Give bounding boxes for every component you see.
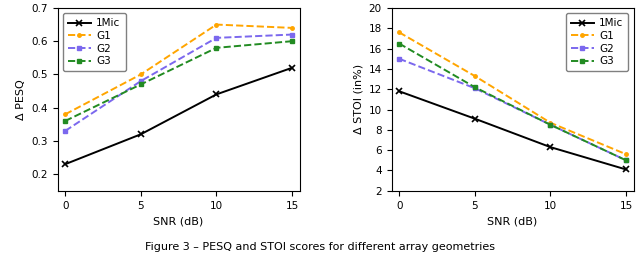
Legend: 1Mic, G1, G2, G3: 1Mic, G1, G2, G3 <box>566 13 628 71</box>
G1 <box>212 23 220 26</box>
1Mic <box>137 133 145 136</box>
Line: G3: G3 <box>397 41 628 163</box>
Line: G3: G3 <box>63 39 294 123</box>
G3 <box>137 83 145 86</box>
Line: G2: G2 <box>63 32 294 133</box>
Y-axis label: Δ STOI (in%): Δ STOI (in%) <box>353 64 363 134</box>
1Mic <box>212 93 220 96</box>
G3 <box>212 46 220 50</box>
G1 <box>396 31 403 34</box>
G1 <box>61 113 69 116</box>
1Mic <box>61 163 69 166</box>
G2 <box>61 129 69 132</box>
G3 <box>622 159 630 162</box>
Line: 1Mic: 1Mic <box>62 65 295 167</box>
G3 <box>61 120 69 123</box>
Legend: 1Mic, G1, G2, G3: 1Mic, G1, G2, G3 <box>63 13 125 71</box>
G2 <box>622 159 630 162</box>
Text: Figure 3 – PESQ and STOI scores for different array geometries: Figure 3 – PESQ and STOI scores for diff… <box>145 242 495 252</box>
G3 <box>547 123 554 126</box>
X-axis label: SNR (dB): SNR (dB) <box>154 216 204 226</box>
1Mic <box>547 145 554 149</box>
Line: 1Mic: 1Mic <box>396 89 629 172</box>
1Mic <box>288 66 296 69</box>
G2 <box>471 87 479 90</box>
G3 <box>396 42 403 45</box>
G3 <box>471 86 479 89</box>
G2 <box>137 80 145 83</box>
G2 <box>212 36 220 39</box>
Line: G1: G1 <box>396 29 630 158</box>
G3 <box>288 39 296 43</box>
Line: G1: G1 <box>61 21 296 118</box>
G1 <box>137 73 145 76</box>
1Mic <box>622 168 630 171</box>
G2 <box>547 123 554 126</box>
G1 <box>547 121 554 124</box>
X-axis label: SNR (dB): SNR (dB) <box>488 216 538 226</box>
Y-axis label: Δ PESQ: Δ PESQ <box>16 79 26 120</box>
G1 <box>471 74 479 78</box>
G1 <box>288 26 296 29</box>
1Mic <box>471 117 479 120</box>
G2 <box>288 33 296 36</box>
G2 <box>396 57 403 60</box>
G1 <box>622 153 630 156</box>
Line: G2: G2 <box>397 56 628 163</box>
1Mic <box>396 90 403 93</box>
